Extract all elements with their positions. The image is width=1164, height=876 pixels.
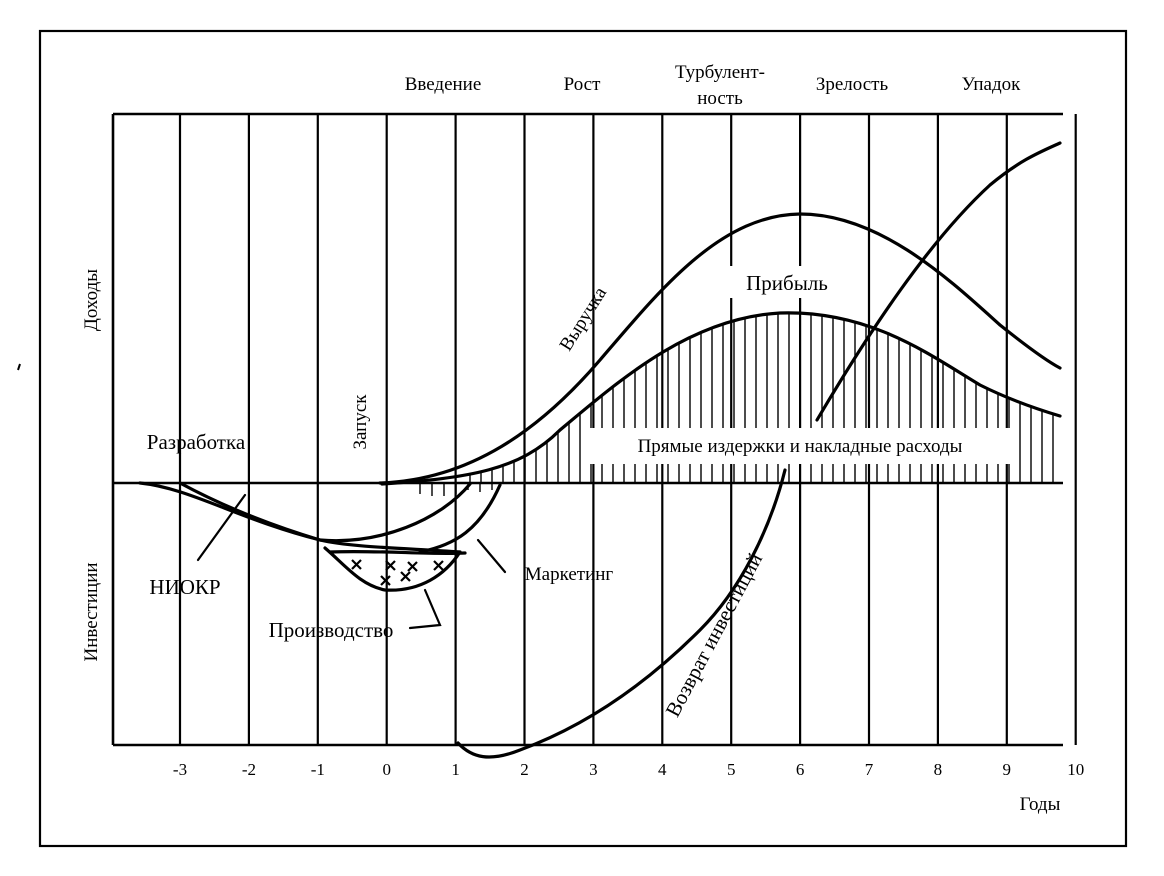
stage-growth: Рост xyxy=(564,74,602,95)
direct-costs-label-box xyxy=(585,428,1015,464)
production-upper xyxy=(328,549,467,556)
decline-rising-curve xyxy=(815,141,1062,422)
x-tick-label: 7 xyxy=(865,760,874,779)
x-tick-label: 1 xyxy=(451,760,460,779)
stage-turbulence-1: Турбулент- xyxy=(675,62,765,83)
stray-mark xyxy=(17,363,21,371)
stage-turbulence-2: ность xyxy=(697,88,743,109)
revenue-curve xyxy=(378,212,1062,485)
profit-curve xyxy=(380,311,1062,486)
marketing-curve xyxy=(418,483,502,554)
x-tick-labels: -3 -2 -1 0 1 2 3 4 5 6 7 8 9 10 xyxy=(173,760,1084,779)
x-tick-label: 3 xyxy=(589,760,598,779)
x-tick-label: 4 xyxy=(658,760,667,779)
production-leader xyxy=(408,588,442,630)
x-tick-label: 5 xyxy=(727,760,736,779)
production-curve xyxy=(323,546,462,592)
stage-introduction: Введение xyxy=(405,74,482,95)
x-tick-label: -1 xyxy=(311,760,325,779)
direct-costs-label: Прямые издержки и накладные расходы xyxy=(638,436,963,457)
rnd-label: НИОКР xyxy=(149,575,220,599)
y-label-income: Доходы xyxy=(81,269,102,331)
revenue-label: Выручка xyxy=(556,283,612,355)
x-axis-label: Годы xyxy=(1020,794,1061,815)
y-label-investment: Инвестиции xyxy=(81,562,102,661)
profit-label: Прибыль xyxy=(746,271,828,295)
production-label: Производство xyxy=(269,618,394,642)
x-tick-label: 2 xyxy=(520,760,529,779)
outer-frame xyxy=(38,29,1128,848)
launch-label: Запуск xyxy=(350,394,371,450)
x-tick-label: -2 xyxy=(242,760,256,779)
production-crosses xyxy=(351,559,444,586)
roi-label: Возврат инвестиций xyxy=(661,549,768,721)
stage-decline: Упадок xyxy=(962,74,1022,95)
profit-label-box xyxy=(730,266,842,298)
development-label: Разработка xyxy=(147,430,246,454)
development-curve xyxy=(178,481,472,543)
x-tick-label: 8 xyxy=(934,760,943,779)
x-tick-label: -3 xyxy=(173,760,187,779)
x-tick-label: 9 xyxy=(1003,760,1012,779)
rnd-leader xyxy=(196,493,247,562)
x-tick-label: 0 xyxy=(382,760,391,779)
rnd-curve xyxy=(138,481,462,554)
x-tick-label: 10 xyxy=(1067,760,1084,779)
marketing-leader xyxy=(476,538,507,574)
x-tick-label: 6 xyxy=(796,760,805,779)
marketing-label: Маркетинг xyxy=(525,564,614,585)
stage-maturity: Зрелость xyxy=(816,74,889,95)
roi-curve xyxy=(456,468,787,759)
